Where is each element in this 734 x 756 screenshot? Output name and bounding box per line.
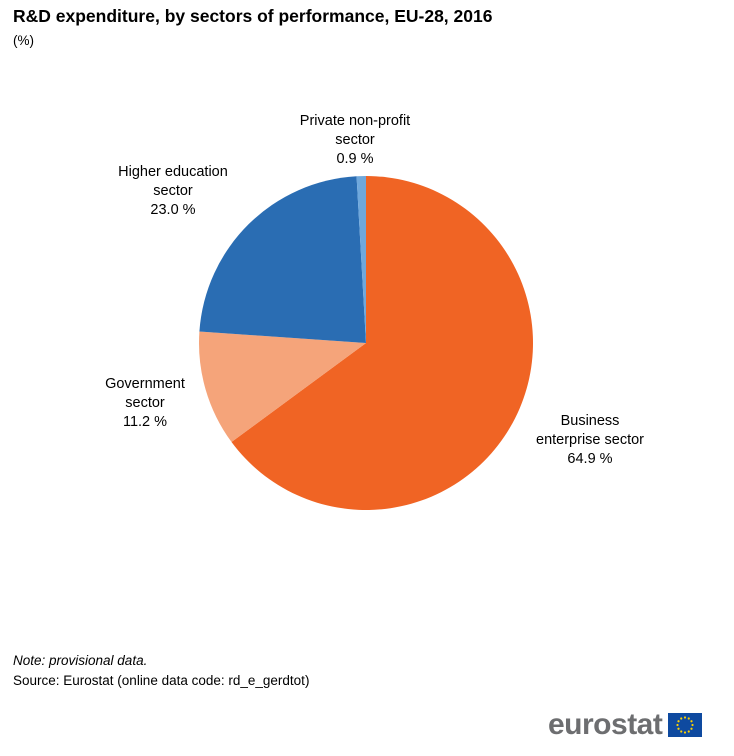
pie-slice-government (199, 331, 366, 443)
chart-title: R&D expenditure, by sectors of performan… (13, 6, 493, 26)
slice-value-label: 64.9 % (567, 451, 612, 467)
slice-label-government: Government sector 11.2 % (105, 376, 185, 430)
eu-flag-icon (668, 713, 703, 737)
footnote: Note: provisional data. (13, 653, 148, 668)
slice-value-label: 23.0 % (150, 202, 195, 218)
pie-labels: Business enterprise sector 64.9 % Governmen… (105, 113, 644, 467)
eurostat-logo-text: eurostat (548, 708, 663, 741)
slice-label-business: Business enterprise sector 64.9 % (536, 413, 644, 467)
slice-label-private-non-profit: Private non-profit sector 0.9 % (300, 113, 410, 167)
pie-slice-business (231, 176, 533, 510)
slice-name-label: Business (561, 413, 620, 429)
slice-name-label: Private non-profit (300, 113, 410, 129)
slice-name-label: sector (125, 395, 165, 411)
slice-value-label: 0.9 % (336, 151, 373, 167)
source-line: Source: Eurostat (online data code: rd_e… (13, 673, 310, 688)
slice-name-label: sector (153, 183, 193, 199)
pie-slice-higher-education (199, 176, 366, 343)
slice-label-higher-education: Higher education sector 23.0 % (118, 164, 228, 218)
slice-name-label: Higher education (118, 164, 228, 180)
slice-value-label: 11.2 % (123, 414, 167, 430)
pie-slice-private-non-profit (356, 176, 366, 343)
slice-name-label: Government (105, 376, 185, 392)
slice-name-label: sector (335, 132, 375, 148)
slice-name-label: enterprise sector (536, 432, 644, 448)
pie-slices (199, 176, 533, 510)
pie-chart: Business enterprise sector 64.9 % Governmen… (105, 113, 644, 510)
eurostat-logo: eurostat (548, 705, 703, 745)
chart-subtitle: (%) (13, 33, 34, 48)
